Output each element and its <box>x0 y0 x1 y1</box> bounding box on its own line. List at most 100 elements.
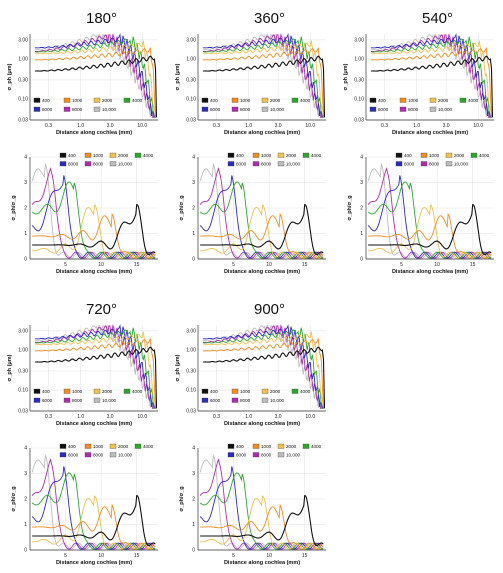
series-line-4000 <box>367 181 492 259</box>
x-tick-label: 15 <box>302 553 308 559</box>
series-line-2000 <box>34 331 157 409</box>
legend-label: 2000 <box>102 389 113 394</box>
series-line-8000 <box>202 33 325 118</box>
y-tick-label: 0.10 <box>354 97 364 103</box>
panel-title: 360° <box>254 10 286 27</box>
x-tick-label: 5 <box>400 262 403 268</box>
legend-swatch <box>277 152 285 158</box>
y-axis-label: σ_ph (μm) <box>7 63 13 90</box>
series-line-400 <box>370 55 494 118</box>
x-tick-label: 10 <box>434 262 440 268</box>
panel-title: 540° <box>422 10 454 27</box>
y-tick-label: 1 <box>24 231 27 237</box>
legend-label: 2000 <box>102 98 113 103</box>
y-tick-label: 0.30 <box>354 78 364 84</box>
legend-swatch <box>59 452 67 458</box>
series-line-400 <box>32 203 156 256</box>
series-line-4000 <box>31 472 156 550</box>
y-tick-label: 2 <box>360 206 363 212</box>
legend-swatch <box>231 97 239 103</box>
x-tick-label: 10.0 <box>305 123 315 129</box>
y-tick-label: 4 <box>24 446 27 452</box>
chart-sigma-ph: 0.3 1.0 3.0 10.0 0.03 0.10 0.30 1.00 3.00 Distanc… <box>175 324 326 427</box>
series-line-6000 <box>199 466 324 550</box>
x-axis-label: Distance along cochlea (mm) <box>224 269 300 275</box>
chart-sigma-ph: 0.3 1.0 3.0 10.0 0.03 0.10 0.30 1.00 3.00 Distanc… <box>343 33 494 136</box>
legend: 400 1000 2000 4000 6000 8000 10,000 <box>369 97 479 112</box>
x-tick-label: 0.3 <box>213 414 220 420</box>
y-tick-label: 4 <box>192 155 195 161</box>
legend-label: 8000 <box>240 398 251 403</box>
y-tick-label: 3.00 <box>354 38 364 44</box>
legend-label: 400 <box>404 153 412 158</box>
legend-label: 8000 <box>261 453 272 458</box>
legend-swatch <box>84 161 92 167</box>
y-tick-label: 1 <box>192 231 195 237</box>
legend: 400 1000 2000 4000 6000 8000 10,000 <box>395 152 490 167</box>
y-tick-label: 1.00 <box>18 348 28 354</box>
legend-label: 400 <box>68 153 76 158</box>
legend: 400 1000 2000 4000 6000 8000 10,000 <box>59 152 154 167</box>
legend: 400 1000 2000 4000 6000 8000 10,000 <box>227 152 322 167</box>
legend-swatch <box>33 397 41 403</box>
y-tick-label: 3.00 <box>18 38 28 44</box>
series-line-1000 <box>32 212 156 259</box>
x-tick-label: 1.0 <box>413 123 420 129</box>
series-line-400 <box>202 346 326 409</box>
series-line-2000 <box>34 40 157 118</box>
legend-swatch <box>84 443 92 449</box>
series-line-1000 <box>200 503 324 550</box>
legend-swatch <box>109 152 117 158</box>
legend-swatch <box>59 161 67 167</box>
x-axis-label: Distance along cochlea (mm) <box>56 130 132 136</box>
series-line-6000 <box>34 324 157 409</box>
chart-sigma-ratio: 5 10 15 0 1 2 3 4 Distance along cochlea (mm) σ_p… <box>179 443 326 566</box>
chart-sigma-ph: 0.3 1.0 3.0 10.0 0.03 0.10 0.30 1.00 3.00 Distanc… <box>175 33 326 136</box>
x-tick-label: 3.0 <box>107 123 114 129</box>
legend-swatch <box>291 97 299 103</box>
legend-label: 400 <box>210 389 218 394</box>
legend-swatch <box>93 397 101 403</box>
legend-swatch <box>277 452 285 458</box>
y-tick-label: 1 <box>24 522 27 528</box>
y-tick-label: 4 <box>360 155 363 161</box>
x-axis-label: Distance along cochlea (mm) <box>224 421 300 427</box>
x-tick-label: 10.0 <box>473 123 483 129</box>
series-line-400 <box>368 203 492 256</box>
y-tick-label: 0 <box>192 257 195 263</box>
legend-swatch <box>134 152 142 158</box>
legend-label: 2000 <box>286 444 297 449</box>
legend-swatch <box>395 161 403 167</box>
legend-label: 8000 <box>93 162 104 167</box>
legend-swatch <box>33 106 41 112</box>
x-axis-label: Distance along cochlea (mm) <box>224 130 300 136</box>
x-tick-label: 1.0 <box>245 414 252 420</box>
series-line-1000 <box>32 503 156 550</box>
x-tick-label: 15 <box>134 262 140 268</box>
legend-label: 10,000 <box>118 453 132 458</box>
legend-swatch <box>63 106 71 112</box>
series-line-400 <box>34 346 158 409</box>
y-tick-label: 3 <box>192 180 195 186</box>
x-tick-label: 1.0 <box>245 123 252 129</box>
legend-swatch <box>93 388 101 394</box>
series-line-6000 <box>202 33 325 118</box>
legend-swatch <box>231 397 239 403</box>
legend-label: 10,000 <box>286 453 300 458</box>
legend-label: 400 <box>42 389 50 394</box>
y-tick-label: 0 <box>192 548 195 554</box>
legend-swatch <box>93 97 101 103</box>
legend-swatch <box>470 152 478 158</box>
x-axis-label: Distance along cochlea (mm) <box>224 560 300 566</box>
x-tick-label: 0.3 <box>45 414 52 420</box>
legend-label: 400 <box>210 98 218 103</box>
series-line-1000 <box>34 47 157 118</box>
series-line-8000 <box>34 324 157 409</box>
x-tick-label: 5 <box>64 553 67 559</box>
legend-label: 6000 <box>42 398 53 403</box>
series-line-10000 <box>202 325 325 409</box>
y-tick-label: 1.00 <box>186 57 196 63</box>
legend-label: 2000 <box>438 98 449 103</box>
legend-label: 6000 <box>68 453 79 458</box>
legend-label: 6000 <box>68 162 79 167</box>
